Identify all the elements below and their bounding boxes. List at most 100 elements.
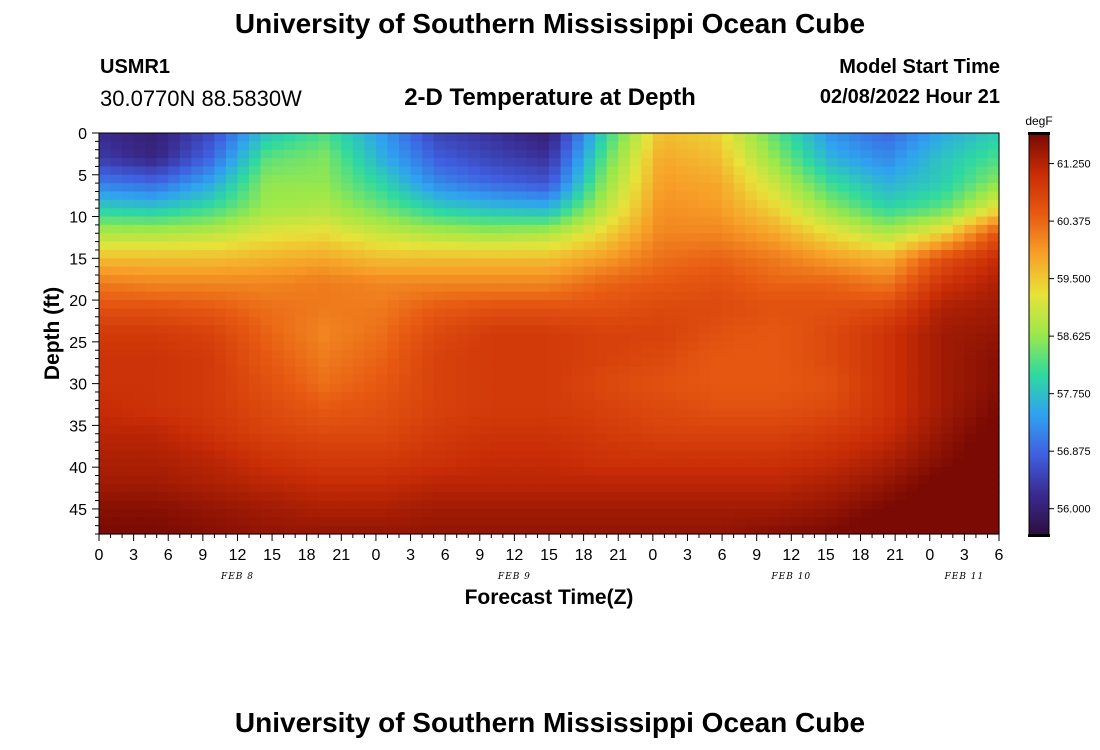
heatmap-cell bbox=[99, 408, 112, 418]
heatmap-cell bbox=[491, 191, 504, 201]
heatmap-cell bbox=[664, 483, 677, 493]
y-tick-label: 35 bbox=[69, 418, 87, 435]
heatmap-cell bbox=[583, 375, 596, 385]
heatmap-cell bbox=[768, 475, 781, 485]
heatmap-cell bbox=[652, 375, 665, 385]
heatmap-cell bbox=[883, 241, 896, 251]
heatmap-cell bbox=[572, 350, 585, 360]
heatmap-cell bbox=[318, 508, 331, 518]
heatmap-cell bbox=[779, 283, 792, 293]
heatmap-cell bbox=[825, 492, 839, 502]
heatmap-cell bbox=[883, 417, 896, 426]
heatmap-cell bbox=[375, 275, 389, 284]
heatmap-cell bbox=[260, 408, 273, 418]
heatmap-cell bbox=[952, 408, 965, 418]
heatmap-cell bbox=[560, 266, 573, 276]
heatmap-cell bbox=[779, 258, 792, 268]
heatmap-cell bbox=[502, 249, 515, 259]
heatmap-cell bbox=[249, 316, 262, 326]
heatmap-cell bbox=[352, 233, 365, 243]
heatmap-cell bbox=[964, 241, 977, 251]
heatmap-cell bbox=[872, 283, 885, 293]
heatmap-cell bbox=[618, 183, 631, 193]
heatmap-cell bbox=[525, 149, 539, 159]
heatmap-cell bbox=[802, 341, 815, 351]
heatmap-cell bbox=[779, 366, 792, 376]
heatmap-cell bbox=[364, 517, 377, 527]
heatmap-cell bbox=[410, 442, 423, 452]
heatmap-cell bbox=[399, 442, 412, 452]
heatmap-cell bbox=[699, 433, 712, 443]
heatmap-cell bbox=[295, 149, 308, 159]
heatmap-cell bbox=[318, 224, 331, 234]
heatmap-cell bbox=[652, 241, 665, 251]
heatmap-cell bbox=[422, 266, 435, 276]
heatmap-cell bbox=[664, 366, 677, 376]
heatmap-cell bbox=[779, 325, 792, 335]
heatmap-cell bbox=[929, 291, 942, 301]
heatmap-cell bbox=[710, 400, 723, 410]
heatmap-cell bbox=[110, 341, 123, 351]
heatmap-cell bbox=[456, 442, 469, 452]
heatmap-cell bbox=[399, 350, 412, 360]
heatmap-cell bbox=[687, 133, 700, 142]
heatmap-cell bbox=[872, 475, 885, 485]
heatmap-cell bbox=[595, 450, 608, 460]
heatmap-cell bbox=[156, 433, 169, 443]
heatmap-cell bbox=[237, 300, 250, 310]
heatmap-cell bbox=[595, 249, 608, 259]
heatmap-cell bbox=[514, 425, 527, 435]
heatmap-cell bbox=[906, 191, 919, 201]
heatmap-cell bbox=[514, 141, 527, 151]
heatmap-cell bbox=[814, 308, 827, 318]
heatmap-cell bbox=[629, 383, 642, 393]
heatmap-cell bbox=[375, 308, 389, 318]
heatmap-cell bbox=[468, 166, 481, 176]
heatmap-cell bbox=[272, 241, 285, 251]
heatmap-cell bbox=[825, 433, 839, 443]
heatmap-cell bbox=[964, 442, 977, 452]
heatmap-cell bbox=[283, 391, 296, 401]
heatmap-cell bbox=[410, 325, 423, 335]
heatmap-cell bbox=[791, 283, 804, 293]
heatmap-cell bbox=[202, 300, 215, 310]
heatmap-cell bbox=[295, 208, 308, 218]
heatmap-cell bbox=[975, 208, 989, 218]
heatmap-cell bbox=[756, 325, 769, 335]
heatmap-cell bbox=[99, 316, 112, 326]
heatmap-cell bbox=[237, 492, 250, 502]
heatmap-cell bbox=[191, 475, 204, 485]
heatmap-cell bbox=[456, 341, 469, 351]
heatmap-cell bbox=[987, 333, 1000, 343]
heatmap-cell bbox=[399, 258, 412, 268]
heatmap-cell bbox=[710, 300, 723, 310]
heatmap-cell bbox=[687, 500, 700, 510]
heatmap-cell bbox=[295, 199, 308, 209]
heatmap-cell bbox=[906, 325, 919, 335]
heatmap-cell bbox=[283, 450, 296, 460]
heatmap-cell bbox=[618, 391, 631, 401]
heatmap-cell bbox=[375, 241, 389, 251]
heatmap-cell bbox=[675, 174, 689, 184]
heatmap-cell bbox=[99, 425, 112, 435]
heatmap-cell bbox=[687, 149, 700, 159]
heatmap-cell bbox=[837, 300, 850, 310]
heatmap-cell bbox=[941, 174, 954, 184]
heatmap-cell bbox=[179, 425, 192, 435]
heatmap-cell bbox=[318, 325, 331, 335]
heatmap-cell bbox=[895, 417, 908, 426]
heatmap-cell bbox=[572, 258, 585, 268]
heatmap-cell bbox=[860, 149, 873, 159]
heatmap-cell bbox=[629, 183, 642, 193]
heatmap-cell bbox=[675, 325, 689, 335]
heatmap-cell bbox=[99, 149, 112, 159]
heatmap-cell bbox=[329, 283, 342, 293]
heatmap-cell bbox=[375, 158, 389, 168]
heatmap-cell bbox=[825, 199, 839, 209]
heatmap-cell bbox=[168, 216, 181, 226]
heatmap-cell bbox=[849, 467, 862, 477]
heatmap-cell bbox=[525, 199, 539, 209]
heatmap-cell bbox=[952, 316, 965, 326]
heatmap-cell bbox=[214, 391, 227, 401]
heatmap-cell bbox=[249, 341, 262, 351]
